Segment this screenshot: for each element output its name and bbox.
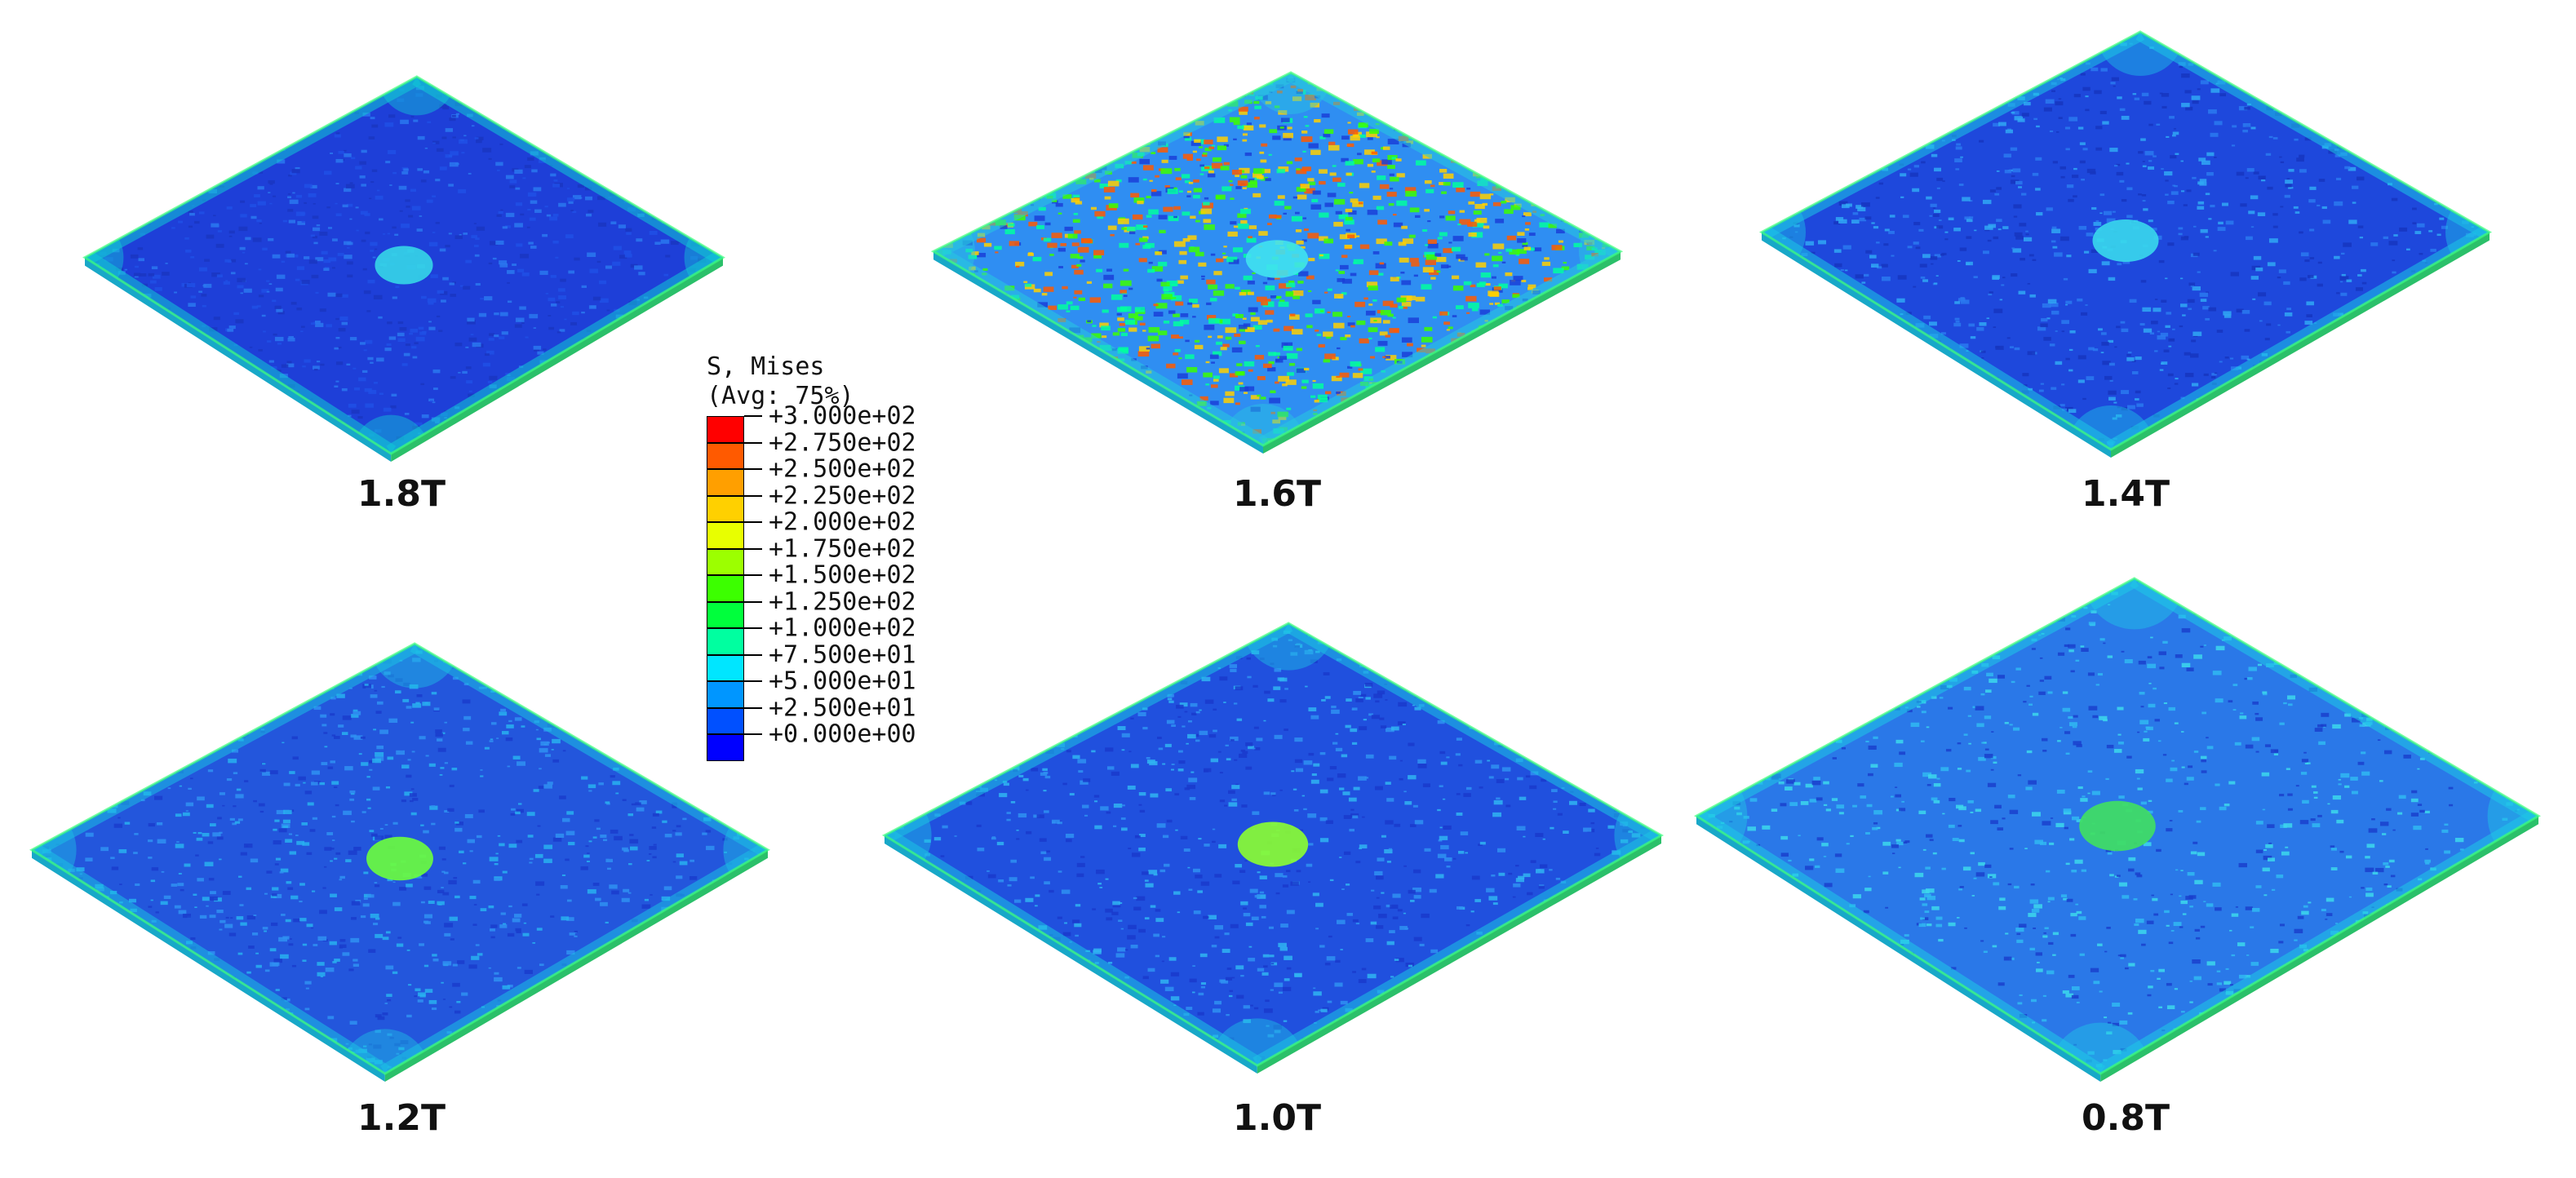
legend-tick	[744, 600, 762, 603]
legend-swatch	[707, 707, 744, 734]
legend-swatch	[707, 495, 744, 522]
legend-tick	[744, 733, 762, 735]
plate-side	[384, 849, 768, 1082]
legend-tick	[744, 521, 762, 523]
legend-value-label: +2.500e+01	[769, 693, 916, 722]
legend-value-label: +1.000e+02	[769, 613, 916, 643]
legend-swatch	[707, 575, 744, 602]
legend-tick	[744, 468, 762, 470]
legend-swatch	[707, 654, 744, 681]
legend-swatch	[707, 469, 744, 496]
plate-side	[85, 257, 392, 462]
legend-value-label: +1.250e+02	[769, 587, 916, 616]
legend-tick	[744, 441, 762, 444]
center-hotspot	[1237, 822, 1309, 867]
legend-value-label: +0.000e+00	[769, 720, 916, 749]
plate-side	[32, 849, 385, 1082]
legend-tick	[744, 653, 762, 656]
legend-tick	[744, 494, 762, 497]
legend-tick	[744, 706, 762, 709]
legend-value-label: +1.500e+02	[769, 560, 916, 590]
legend-tick	[744, 574, 762, 576]
plate-side	[1263, 251, 1621, 454]
legend-swatch	[707, 522, 744, 549]
legend-tick	[744, 627, 762, 629]
legend-tick	[744, 680, 762, 682]
plate-render	[881, 622, 1665, 1074]
plate-side	[1762, 232, 2111, 458]
color-scale	[707, 416, 746, 761]
plot-label-1-8t: 1.8T	[357, 473, 446, 515]
plate-side	[2100, 816, 2538, 1082]
legend-swatch	[707, 442, 744, 469]
legend-value-label: +2.000e+02	[769, 507, 916, 537]
center-hotspot	[375, 246, 433, 285]
plate-side	[1257, 835, 1661, 1074]
legend-scale: +3.000e+02 +2.750e+02 +2.500e+02 +2.250e+02…	[707, 402, 916, 761]
legend-tick	[744, 415, 762, 417]
center-hotspot	[366, 836, 433, 881]
plate-side	[2111, 232, 2490, 458]
plot-label-1-6t: 1.6T	[1233, 473, 1321, 515]
legend-swatch	[707, 734, 744, 761]
center-hotspot	[1245, 240, 1309, 278]
plot-label-0-8t: 0.8T	[2082, 1097, 2170, 1139]
legend-value-label: +2.750e+02	[769, 428, 916, 457]
legend-subtitle: (Avg: 75%)	[707, 382, 854, 410]
plate-render	[29, 642, 770, 1082]
plot-label-1-4t: 1.4T	[2082, 473, 2170, 515]
plot-label-1-2t: 1.2T	[357, 1097, 446, 1139]
contour-plot-1-2t	[29, 640, 771, 1082]
legend-value-label: +7.500e+01	[769, 640, 916, 669]
legend-value-label: +2.250e+02	[769, 481, 916, 510]
legend-value-label: +2.500e+02	[769, 454, 916, 484]
legend-swatch	[707, 548, 744, 575]
plate-render	[1758, 30, 2493, 458]
center-hotspot	[2079, 800, 2156, 852]
stress-legend: S, Mises (Avg: 75%) +3.000e+02 +2.750e+02…	[707, 352, 916, 761]
legend-swatch	[707, 601, 744, 628]
legend-swatch	[707, 681, 744, 708]
plate-side	[885, 835, 1257, 1074]
legend-value-label: +1.750e+02	[769, 534, 916, 563]
contour-plot-1-4t	[1758, 29, 2493, 458]
contour-plot-0-8t	[1693, 575, 2542, 1082]
plate-side	[933, 251, 1263, 454]
plate-render	[1694, 577, 2541, 1082]
plate-render	[82, 75, 725, 462]
legend-title: S, Mises	[707, 352, 825, 381]
legend-tick	[744, 547, 762, 550]
contour-plot-1-6t	[930, 69, 1624, 454]
legend-value-label: +5.000e+01	[769, 666, 916, 696]
contour-plot-1-0t	[881, 620, 1665, 1074]
plate-render	[930, 71, 1624, 454]
plot-label-1-0t: 1.0T	[1233, 1097, 1321, 1139]
legend-value-label: +3.000e+02	[769, 401, 916, 431]
center-hotspot	[2092, 219, 2159, 262]
legend-swatch	[707, 628, 744, 655]
legend-swatch	[707, 416, 744, 443]
contour-plot-1-8t	[82, 73, 726, 462]
plate-side	[391, 257, 723, 462]
plate-side	[1696, 816, 2101, 1082]
